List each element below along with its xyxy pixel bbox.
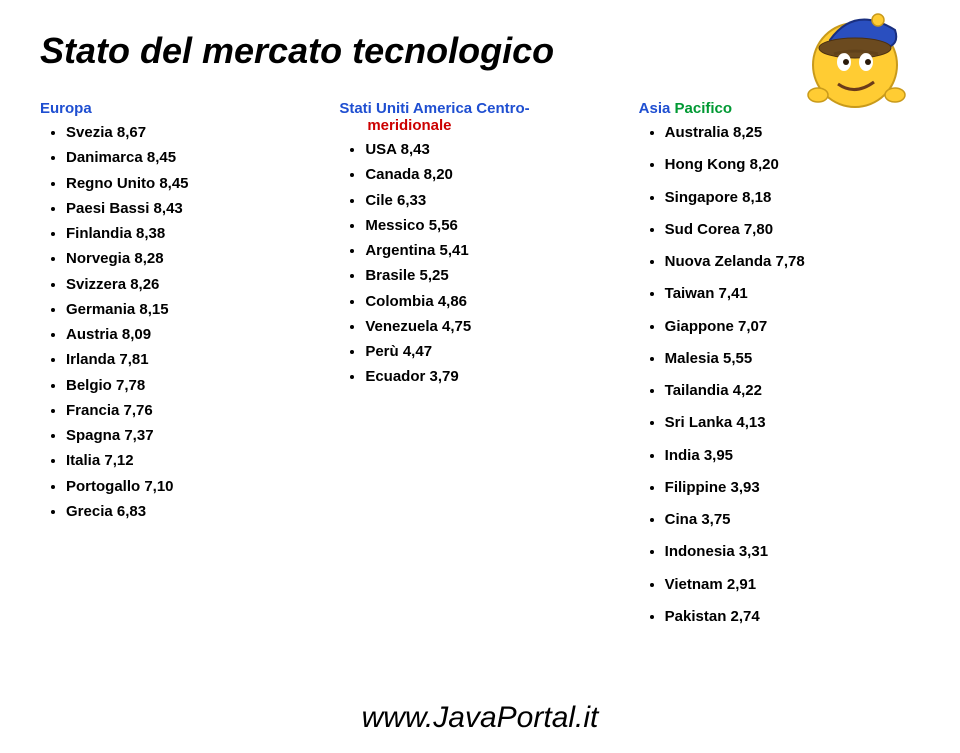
mascot-icon (800, 0, 920, 110)
list-item: Malesia 5,55 (665, 349, 920, 369)
list-item: Australia 8,25 (665, 123, 920, 143)
asia-list: Australia 8,25 Hong Kong 8,20 Singapore … (639, 123, 920, 627)
list-item: Singapore 8,18 (665, 188, 920, 208)
list-item: Colombia 4,86 (365, 292, 620, 312)
column-americas: Stati Uniti America Centro- meridionale … (339, 100, 620, 639)
list-item: Belgio 7,78 (66, 376, 321, 396)
page-title: Stato del mercato tecnologico (40, 30, 920, 72)
list-item: USA 8,43 (365, 140, 620, 160)
list-item: Hong Kong 8,20 (665, 155, 920, 175)
americas-heading: Stati Uniti America Centro- meridionale (339, 100, 620, 134)
europe-list: Svezia 8,67 Danimarca 8,45 Regno Unito 8… (40, 123, 321, 522)
list-item: Tailandia 4,22 (665, 381, 920, 401)
list-item: Filippine 3,93 (665, 478, 920, 498)
list-item: Spagna 7,37 (66, 426, 321, 446)
americas-heading-part1: Stati Uniti America Centro- (339, 100, 529, 117)
list-item: Francia 7,76 (66, 401, 321, 421)
list-item: Norvegia 8,28 (66, 249, 321, 269)
list-item: Irlanda 7,81 (66, 350, 321, 370)
list-item: Argentina 5,41 (365, 241, 620, 261)
list-item: Pakistan 2,74 (665, 607, 920, 627)
list-item: Regno Unito 8,45 (66, 174, 321, 194)
asia-heading-part2: Pacifico (675, 100, 733, 117)
list-item: Cile 6,33 (365, 191, 620, 211)
asia-heading-part1: Asia (639, 100, 671, 117)
americas-list: USA 8,43 Canada 8,20 Cile 6,33 Messico 5… (339, 140, 620, 388)
list-item: Ecuador 3,79 (365, 367, 620, 387)
list-item: Germania 8,15 (66, 300, 321, 320)
americas-heading-part2: meridionale (367, 117, 620, 134)
list-item: Svizzera 8,26 (66, 275, 321, 295)
list-item: Svezia 8,67 (66, 123, 321, 143)
list-item: Nuova Zelanda 7,78 (665, 252, 920, 272)
list-item: Indonesia 3,31 (665, 542, 920, 562)
list-item: Austria 8,09 (66, 325, 321, 345)
list-item: Venezuela 4,75 (365, 317, 620, 337)
column-europe: Europa Svezia 8,67 Danimarca 8,45 Regno … (40, 100, 321, 639)
europe-heading-text: Europa (40, 100, 92, 117)
list-item: Giappone 7,07 (665, 317, 920, 337)
list-item: Paesi Bassi 8,43 (66, 199, 321, 219)
list-item: Italia 7,12 (66, 451, 321, 471)
list-item: Perù 4,47 (365, 342, 620, 362)
list-item: Portogallo 7,10 (66, 477, 321, 497)
list-item: Grecia 6,83 (66, 502, 321, 522)
columns-container: Europa Svezia 8,67 Danimarca 8,45 Regno … (40, 100, 920, 639)
column-asia: Asia Pacifico Australia 8,25 Hong Kong 8… (639, 100, 920, 639)
footer-url: www.JavaPortal.it (0, 701, 960, 735)
list-item: Finlandia 8,38 (66, 224, 321, 244)
list-item: Sri Lanka 4,13 (665, 413, 920, 433)
list-item: Danimarca 8,45 (66, 148, 321, 168)
list-item: Taiwan 7,41 (665, 284, 920, 304)
list-item: Cina 3,75 (665, 510, 920, 530)
list-item: Sud Corea 7,80 (665, 220, 920, 240)
list-item: Messico 5,56 (365, 216, 620, 236)
europe-heading: Europa (40, 100, 321, 117)
list-item: Vietnam 2,91 (665, 575, 920, 595)
list-item: India 3,95 (665, 446, 920, 466)
list-item: Brasile 5,25 (365, 266, 620, 286)
list-item: Canada 8,20 (365, 165, 620, 185)
